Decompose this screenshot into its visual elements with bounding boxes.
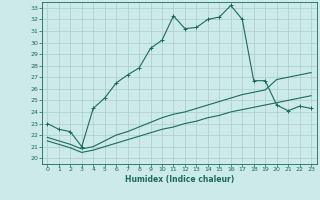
X-axis label: Humidex (Indice chaleur): Humidex (Indice chaleur) (124, 175, 234, 184)
